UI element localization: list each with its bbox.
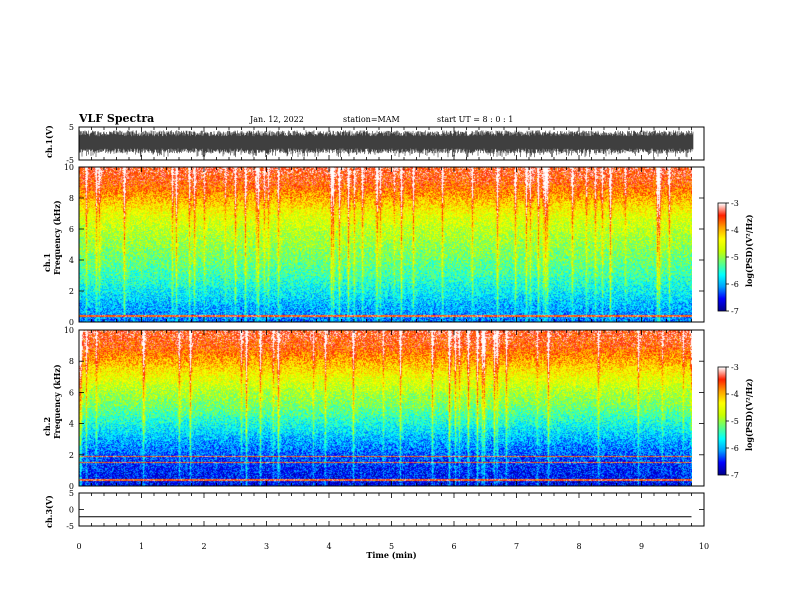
y-tick-label: -5 [66, 156, 74, 165]
y-tick-label: 6 [69, 225, 74, 234]
colorbar-tick-label: -5 [731, 253, 739, 262]
y-tick-label: 8 [69, 194, 74, 203]
y-tick-label: 4 [69, 420, 74, 429]
colorbar-tick-label: -7 [731, 471, 739, 480]
colorbar-tick-label: -3 [731, 199, 739, 208]
station-label: station=MAM [343, 115, 400, 124]
y-tick-label: 6 [69, 388, 74, 397]
colorbar-tick-label: -6 [731, 444, 739, 453]
y-tick-label: 0 [69, 318, 74, 327]
colorbar-image [718, 203, 726, 311]
y-tick-label: 10 [64, 326, 74, 335]
spectrogram-image [79, 330, 692, 486]
x-tick-label: 7 [514, 542, 519, 551]
colorbar-label: log(PSD)(V²/Hz) [744, 214, 754, 287]
ch1-waveform-panel: 5 -5 [66, 123, 705, 165]
ch1-spectrogram-panel: 0 2 4 6 8 10 [64, 163, 705, 327]
colorbar-tick-label: -3 [731, 363, 739, 372]
x-axis-label: Time (min) [366, 550, 416, 560]
y-tick-label: 0 [69, 506, 74, 515]
colorbars: -3 -4 -5 -6 -7 log(PSD)(V²/Hz) -3 -4 -5 -6 -7 log(P… [717, 199, 754, 480]
colorbar-tick-label: -6 [731, 280, 739, 289]
x-tick-label: 9 [639, 542, 644, 551]
chart-title: VLF Spectra [79, 112, 155, 125]
time-axis: 0 1 2 3 4 5 6 7 8 9 10 Time (min) [76, 542, 709, 560]
ch1-waveform-trace [78, 130, 694, 158]
colorbar-tick-label: -7 [731, 307, 739, 316]
spectrogram-image [79, 167, 692, 322]
x-tick-label: 1 [139, 542, 144, 551]
y-tick-label: 2 [69, 451, 74, 460]
y-tick-label: 8 [69, 357, 74, 366]
colorbar-image [718, 367, 726, 475]
x-tick-label: 6 [451, 542, 456, 551]
x-tick-label: 8 [576, 542, 581, 551]
y-tick-label: -5 [66, 522, 74, 531]
ch2-spectrogram-panel: 0 2 4 6 8 10 [64, 326, 705, 491]
ch3-waveform-panel: 5 0 -5 [66, 489, 705, 531]
colorbar-label: log(PSD)(V²/Hz) [744, 378, 754, 451]
y-tick-label: 5 [69, 123, 74, 132]
x-tick-label: 4 [326, 542, 331, 551]
date-label: Jan. 12, 2022 [250, 115, 304, 124]
x-tick-label: 10 [699, 542, 709, 551]
start-time-label: start UT = 8 : 0 : 1 [437, 115, 514, 124]
colorbar-tick-label: -4 [731, 390, 739, 399]
x-tick-label: 3 [264, 542, 269, 551]
y-tick-label: 4 [69, 256, 74, 265]
colorbar-tick-label: -5 [731, 417, 739, 426]
x-tick-label: 2 [201, 542, 206, 551]
x-tick-label: 5 [389, 542, 394, 551]
colorbar-tick-label: -4 [731, 226, 739, 235]
y-tick-label: 10 [64, 163, 74, 172]
y-tick-label: 5 [69, 489, 74, 498]
x-tick-label: 0 [76, 542, 81, 551]
y-tick-label: 2 [69, 287, 74, 296]
y-tick-label: 0 [69, 482, 74, 491]
